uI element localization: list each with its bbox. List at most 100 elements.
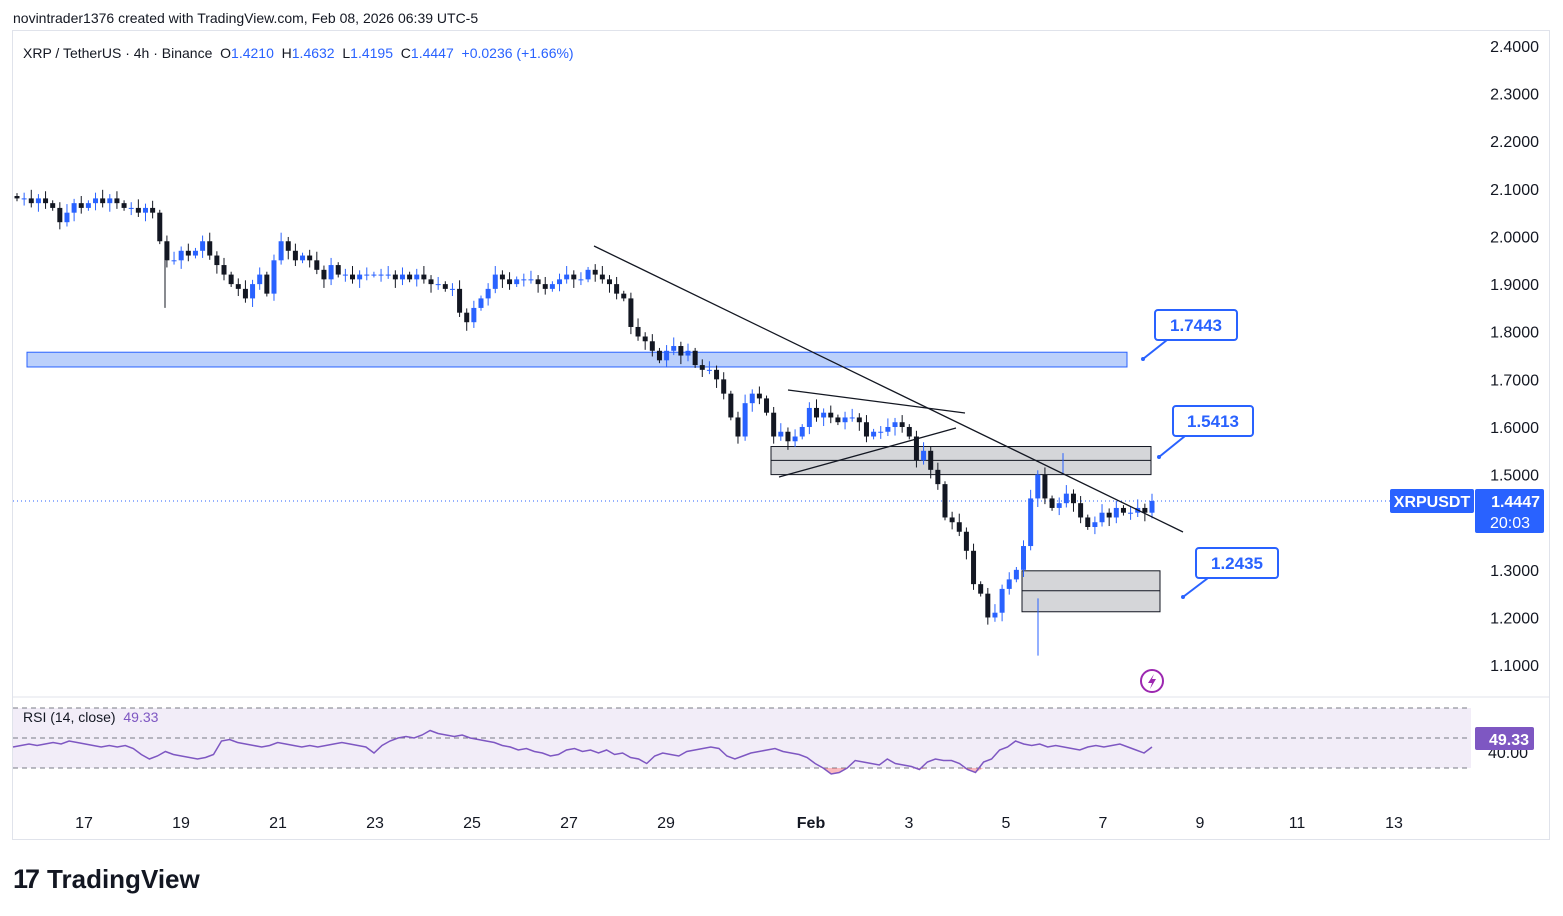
candle-body bbox=[628, 298, 634, 327]
candle bbox=[678, 341, 684, 365]
candle bbox=[971, 543, 977, 590]
candle-body bbox=[528, 279, 534, 281]
triangle-upper-line bbox=[787, 389, 966, 414]
y-tick-label: 2.0000 bbox=[1490, 229, 1539, 246]
last-price-badge bbox=[1475, 488, 1544, 533]
candle-body bbox=[1120, 507, 1126, 513]
candle bbox=[642, 332, 648, 350]
candle bbox=[185, 243, 191, 262]
candle bbox=[507, 272, 513, 290]
candle-body bbox=[1142, 507, 1148, 513]
candle bbox=[699, 359, 705, 377]
candle-body bbox=[200, 241, 206, 251]
x-tick-label: 3 bbox=[905, 815, 914, 832]
candle-body bbox=[656, 350, 662, 361]
candle bbox=[735, 411, 741, 444]
candle-body bbox=[71, 203, 77, 213]
candle bbox=[985, 587, 991, 625]
candle bbox=[114, 191, 120, 209]
candle-body bbox=[1063, 493, 1069, 504]
candle-body bbox=[664, 350, 670, 361]
candle bbox=[499, 270, 505, 288]
tradingview-footer[interactable]: 17 TradingView bbox=[13, 864, 200, 895]
candle-body bbox=[307, 255, 313, 261]
candle-body bbox=[93, 198, 99, 204]
candle bbox=[378, 268, 384, 282]
brand-name: TradingView bbox=[47, 864, 200, 894]
candle-body bbox=[157, 212, 163, 242]
trendlines-layer bbox=[593, 245, 1184, 533]
high-value: 1.4632 bbox=[291, 45, 335, 61]
candle-body bbox=[378, 274, 384, 276]
candle-body bbox=[35, 198, 41, 204]
candle-body bbox=[50, 203, 56, 208]
candle bbox=[749, 389, 755, 412]
candle-body bbox=[435, 284, 441, 286]
candle bbox=[685, 343, 691, 362]
candle-body bbox=[478, 298, 484, 308]
candle-body bbox=[499, 274, 505, 280]
candle bbox=[135, 199, 141, 217]
candle bbox=[385, 266, 391, 279]
candle bbox=[585, 266, 591, 283]
candle-body bbox=[606, 279, 612, 285]
callout-pointer bbox=[1142, 339, 1168, 360]
candle-body bbox=[128, 207, 134, 209]
x-tick-label: 9 bbox=[1196, 815, 1205, 832]
x-tick-label: 7 bbox=[1099, 815, 1108, 832]
candle bbox=[628, 292, 634, 335]
candle-body bbox=[949, 517, 955, 523]
callout-anchor bbox=[1141, 357, 1145, 361]
candle bbox=[300, 252, 306, 264]
price-callout: 1.2435 bbox=[1181, 547, 1279, 599]
candle-body bbox=[778, 431, 784, 437]
candle bbox=[157, 209, 163, 245]
candle-body bbox=[350, 274, 356, 280]
candle bbox=[150, 200, 156, 219]
x-tick-label: 21 bbox=[269, 815, 287, 832]
rsi-legend[interactable]: RSI (14, close) 49.33 bbox=[23, 709, 158, 725]
candle-body bbox=[192, 250, 198, 256]
y-tick-label: 1.1000 bbox=[1490, 658, 1539, 675]
candle-body bbox=[549, 284, 555, 289]
symbol-legend[interactable]: XRP / TetherUS · 4h · Binance O1.4210 H1… bbox=[23, 45, 574, 61]
candle bbox=[364, 267, 370, 281]
candle-body bbox=[442, 284, 448, 289]
candle-body bbox=[43, 198, 49, 204]
candle bbox=[671, 337, 677, 356]
candle bbox=[285, 236, 291, 260]
candle-body bbox=[207, 241, 213, 256]
zones-layer bbox=[26, 351, 1161, 613]
candle-body bbox=[821, 412, 827, 418]
chart-frame bbox=[12, 30, 1550, 840]
candle-body bbox=[1078, 503, 1084, 518]
candle bbox=[421, 266, 427, 284]
candle-body bbox=[507, 279, 513, 285]
candle-body bbox=[871, 431, 877, 437]
candle-body bbox=[221, 265, 227, 275]
candle-body bbox=[514, 279, 520, 285]
candle-body bbox=[314, 260, 320, 270]
candle bbox=[414, 268, 420, 287]
candle bbox=[371, 271, 377, 278]
candle-body bbox=[85, 203, 91, 208]
y-tick-label: 1.6000 bbox=[1490, 420, 1539, 437]
candle-body bbox=[357, 274, 363, 280]
candle bbox=[457, 280, 463, 317]
symbol-badge-label: XRPUSDT bbox=[1394, 494, 1471, 511]
candle bbox=[906, 424, 912, 440]
candle-body bbox=[135, 207, 141, 213]
candle bbox=[956, 513, 962, 537]
callout-box bbox=[1154, 309, 1238, 341]
candle-body bbox=[842, 417, 848, 423]
candle bbox=[228, 271, 234, 287]
candle bbox=[35, 194, 41, 212]
y-tick-label: 2.1000 bbox=[1490, 182, 1539, 199]
x-tick-label: Feb bbox=[797, 815, 826, 832]
annotations-layer: 1.7443 1.5413 1.2435 bbox=[1140, 309, 1279, 693]
candle-body bbox=[257, 274, 263, 285]
candle-body bbox=[685, 350, 691, 356]
candle-body bbox=[342, 274, 348, 276]
candle-body bbox=[999, 588, 1005, 613]
